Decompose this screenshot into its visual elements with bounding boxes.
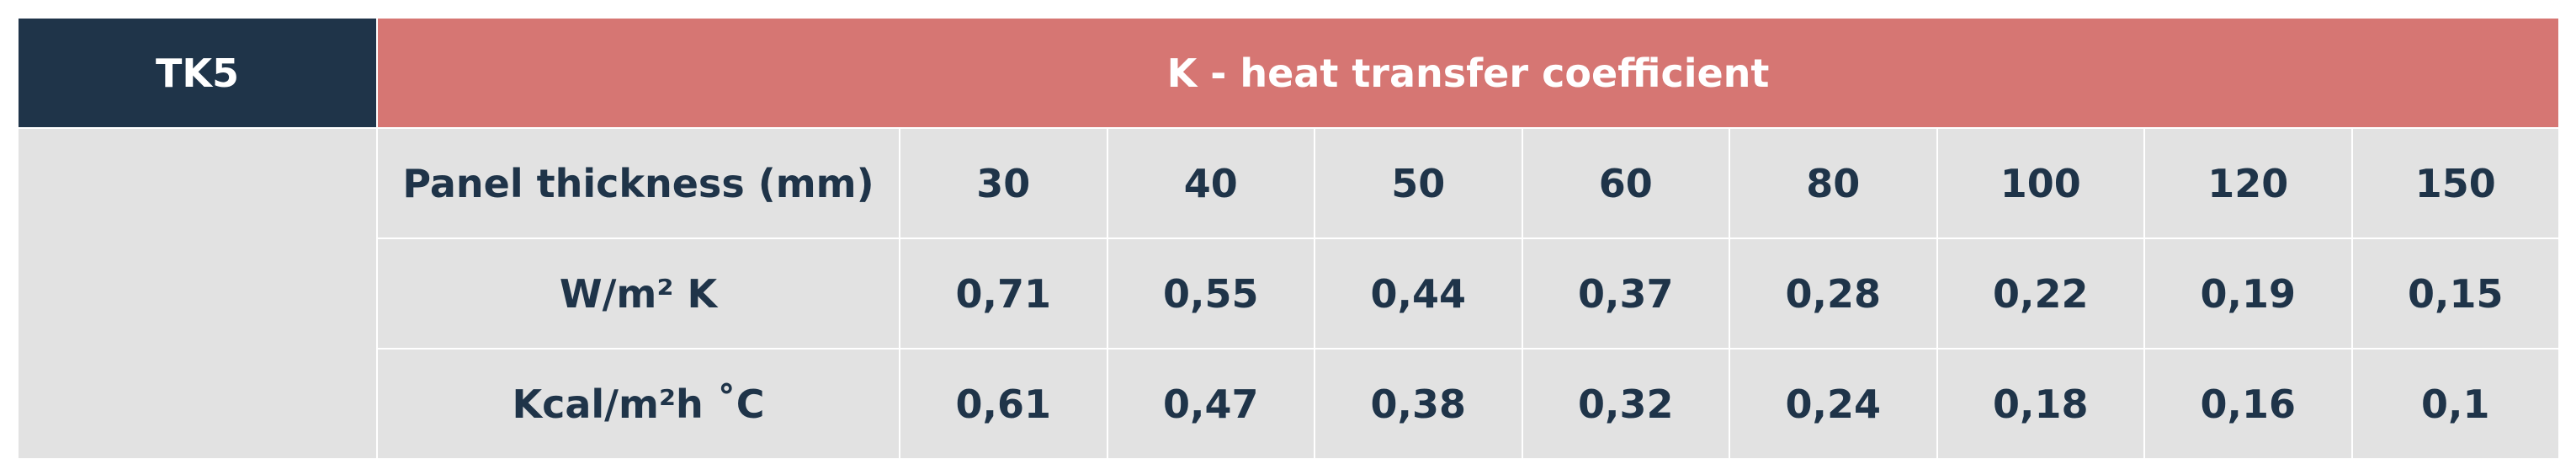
- value-cell: 0,1: [2350, 348, 2560, 460]
- value-cell: 30: [899, 127, 1108, 239]
- value-cell: 0,32: [1521, 348, 1730, 460]
- header-row: TK5 K - heat transfer coefficient: [17, 17, 2560, 129]
- value-cell: 50: [1314, 127, 1523, 239]
- value-cell: 0,18: [1936, 348, 2145, 460]
- value-cell: 60: [1521, 127, 1730, 239]
- value-cell: 0,22: [1936, 238, 2145, 350]
- blank-cell: [17, 127, 378, 460]
- coefficient-table: TK5 K - heat transfer coefficient Panel …: [17, 17, 2560, 460]
- value-cell: 0,19: [2143, 238, 2353, 350]
- value-cell: 0,24: [1729, 348, 1938, 460]
- table-row: W/m² K 0,71 0,55 0,44 0,37 0,28 0,22 0,19 0,15: [18, 238, 2560, 350]
- value-cell: 150: [2350, 127, 2560, 239]
- value-cell: 0,61: [899, 348, 1108, 460]
- row-label: Panel thickness (mm): [376, 127, 900, 239]
- value-cell: 0,55: [1106, 238, 1315, 350]
- table-row: Kcal/m²h ˚C 0,61 0,47 0,38 0,32 0,24 0,18 0,16 0…: [18, 348, 2560, 460]
- value-cell: 80: [1729, 127, 1938, 239]
- value-cell: 0,47: [1106, 348, 1315, 460]
- value-cell: 120: [2143, 127, 2353, 239]
- value-cell: 0,44: [1314, 238, 1523, 350]
- table-row: Panel thickness (mm) 30 40 50 60 80 100 120 150: [17, 127, 2560, 460]
- value-cell: 0,37: [1521, 238, 1730, 350]
- value-cell: 0,28: [1729, 238, 1938, 350]
- value-cell: 0,71: [899, 238, 1108, 350]
- row-label: W/m² K: [376, 238, 900, 350]
- row-label: Kcal/m²h ˚C: [376, 348, 900, 460]
- value-cell: 100: [1936, 127, 2145, 239]
- value-cell: 0,16: [2143, 348, 2353, 460]
- header-title: K - heat transfer coefficient: [376, 17, 2560, 129]
- value-cell: 0,38: [1314, 348, 1523, 460]
- header-label: TK5: [17, 17, 378, 129]
- table-body: TK5 K - heat transfer coefficient Panel …: [17, 17, 2560, 460]
- value-cell: 0,15: [2350, 238, 2560, 350]
- value-cell: 40: [1106, 127, 1315, 239]
